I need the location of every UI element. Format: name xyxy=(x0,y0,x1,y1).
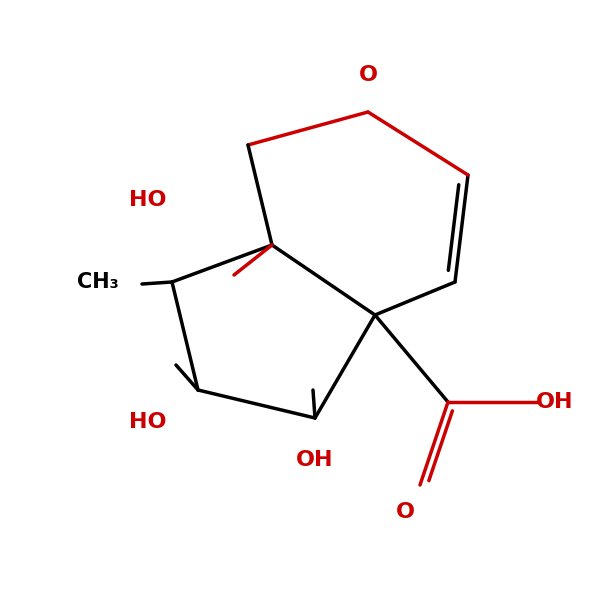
Text: HO: HO xyxy=(129,412,167,432)
Text: O: O xyxy=(395,502,415,522)
Text: O: O xyxy=(359,65,377,85)
Text: CH₃: CH₃ xyxy=(77,272,119,292)
Text: HO: HO xyxy=(129,190,167,210)
Text: OH: OH xyxy=(296,450,334,470)
Text: OH: OH xyxy=(536,392,574,412)
